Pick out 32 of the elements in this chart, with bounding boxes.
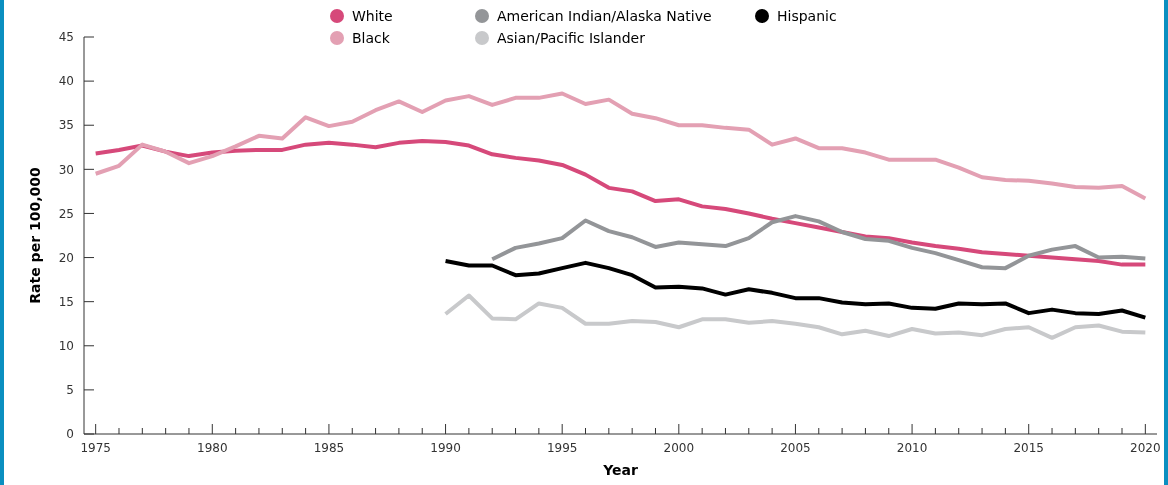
x-tick-label: 2005 <box>780 441 811 455</box>
x-axis-title: Year <box>602 462 638 478</box>
x-tick-label: 1995 <box>546 441 578 455</box>
y-tick-label: 0 <box>66 427 74 442</box>
y-tick-label: 35 <box>58 118 74 133</box>
legend-label: American Indian/Alaska Native <box>497 8 712 24</box>
legend-label: Black <box>352 30 391 46</box>
line-series <box>443 293 1148 340</box>
line-series <box>490 214 1148 271</box>
x-tick-label: 2015 <box>1013 441 1044 455</box>
x-tick-label: 1980 <box>197 441 228 455</box>
x-tick-label: 1975 <box>80 441 111 455</box>
line-series <box>93 139 1148 267</box>
line-series <box>443 259 1148 320</box>
y-tick-label: 10 <box>58 338 74 353</box>
y-axis-title: Rate per 100,000 <box>27 167 43 304</box>
y-tick-label: 40 <box>58 74 74 89</box>
y-tick-label: 45 <box>58 30 74 45</box>
legend-label: White <box>352 8 393 24</box>
y-tick-label: 30 <box>58 162 74 177</box>
legend-label: Asian/Pacific Islander <box>497 30 646 46</box>
x-tick-label: 2000 <box>663 441 695 455</box>
y-tick-label: 25 <box>58 206 74 221</box>
x-tick-label: 2010 <box>896 441 928 455</box>
x-tick-label: 1985 <box>313 441 345 455</box>
legend-label: Hispanic <box>777 8 837 24</box>
y-tick-label: 15 <box>58 294 74 309</box>
y-tick-label: 20 <box>58 250 74 265</box>
line-series <box>93 91 1148 201</box>
x-tick-label: 1990 <box>430 441 461 455</box>
y-tick-label: 5 <box>66 383 74 398</box>
x-tick-label: 2020 <box>1130 441 1161 455</box>
